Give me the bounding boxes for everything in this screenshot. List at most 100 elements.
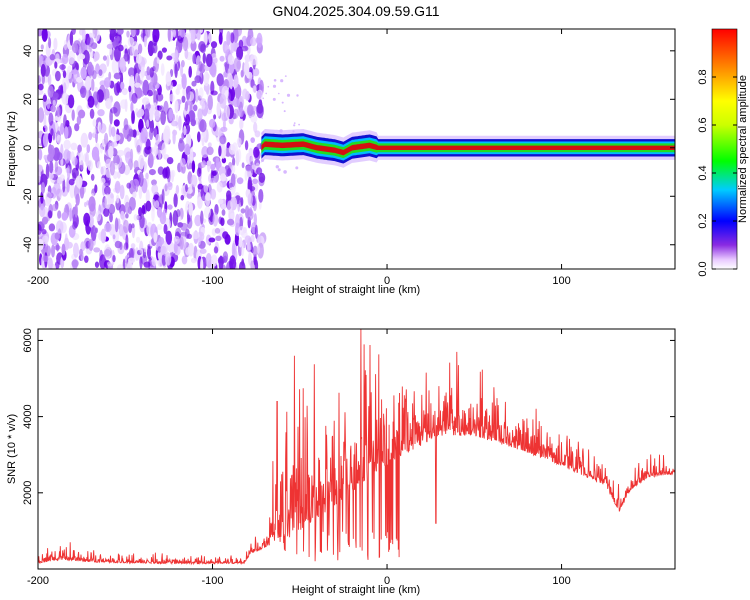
noise-blob bbox=[124, 201, 131, 214]
noise-blob bbox=[208, 237, 216, 243]
noise-blob bbox=[93, 55, 98, 62]
noise-blob bbox=[238, 225, 246, 236]
noise-blob bbox=[146, 29, 151, 38]
noise-blob bbox=[178, 115, 182, 131]
noise-blob bbox=[38, 75, 41, 84]
noise-blob bbox=[143, 35, 147, 48]
noise-blob bbox=[145, 172, 149, 180]
noise-blob bbox=[228, 182, 233, 188]
noise-blob bbox=[195, 88, 199, 103]
noise-blob bbox=[254, 259, 259, 269]
noise-blob bbox=[131, 110, 135, 124]
noise-blob bbox=[180, 158, 186, 168]
noise-blob bbox=[38, 224, 42, 235]
noise-blob bbox=[166, 157, 174, 165]
noise-blob bbox=[151, 184, 159, 195]
bottom-x-axis-label: Height of straight line (km) bbox=[292, 584, 420, 596]
noise-blob bbox=[179, 29, 186, 38]
noise-blob bbox=[247, 193, 253, 206]
noise-blob bbox=[147, 152, 154, 169]
noise-blob bbox=[80, 85, 87, 98]
bottom-x-tick-label: 100 bbox=[552, 575, 570, 587]
noise-blob bbox=[138, 171, 144, 187]
noise-blob bbox=[228, 117, 234, 125]
noise-blob bbox=[84, 75, 92, 92]
noise-blob bbox=[243, 60, 250, 76]
noise-blob bbox=[120, 81, 125, 90]
bottom-y-axis-label: SNR (10 * v/v) bbox=[6, 414, 18, 484]
noise-blob bbox=[103, 77, 111, 88]
noise-blob bbox=[67, 94, 75, 109]
noise-blob bbox=[231, 242, 236, 258]
noise-blob bbox=[149, 67, 154, 78]
noise-blob bbox=[210, 177, 216, 184]
noise-blob bbox=[190, 29, 196, 42]
noise-blob bbox=[219, 135, 227, 145]
noise-blob bbox=[145, 189, 150, 204]
noise-blob bbox=[199, 248, 207, 254]
noise-blob bbox=[226, 168, 232, 177]
colorbar-tick-label: 0.8 bbox=[697, 69, 709, 84]
noise-blob bbox=[48, 223, 56, 232]
noise-blob bbox=[116, 264, 124, 269]
noise-blob bbox=[240, 118, 244, 129]
noise-blob bbox=[152, 29, 160, 43]
noise-blob bbox=[54, 232, 60, 240]
noise-blob bbox=[113, 82, 120, 96]
noise-blob bbox=[238, 39, 244, 49]
noise-blob bbox=[56, 152, 63, 161]
noise-blob bbox=[211, 53, 217, 60]
noise-blob bbox=[114, 240, 122, 249]
noise-blob bbox=[131, 41, 139, 57]
noise-blob bbox=[146, 73, 151, 81]
top-x-tick-label: -200 bbox=[27, 275, 49, 287]
noise-blob bbox=[56, 134, 62, 144]
noise-blob bbox=[206, 146, 214, 156]
noise-blob bbox=[181, 255, 188, 265]
noise-blob bbox=[233, 108, 239, 119]
noise-blob bbox=[249, 54, 258, 66]
noise-blob bbox=[86, 36, 94, 47]
noise-blob bbox=[51, 244, 55, 258]
noise-blob bbox=[68, 178, 75, 186]
noise-blob bbox=[232, 157, 236, 167]
top-x-tick-label: -100 bbox=[202, 275, 224, 287]
noise-blob bbox=[66, 177, 70, 193]
noise-blob bbox=[226, 31, 231, 46]
noise-blob bbox=[151, 179, 157, 186]
noise-blob bbox=[247, 176, 253, 191]
noise-blob bbox=[72, 221, 78, 230]
noise-blob bbox=[256, 244, 260, 254]
bottom-x-tick-label: -100 bbox=[202, 575, 224, 587]
noise-blob bbox=[227, 218, 235, 226]
noise-blob bbox=[38, 83, 44, 91]
noise-blob bbox=[62, 70, 67, 79]
noise-blob bbox=[231, 164, 236, 174]
noise-blob bbox=[84, 44, 90, 50]
noise-dot bbox=[272, 97, 276, 101]
noise-blob bbox=[188, 201, 194, 216]
noise-blob bbox=[102, 55, 107, 61]
noise-blob bbox=[160, 110, 167, 125]
noise-blob bbox=[216, 73, 224, 87]
noise-blob bbox=[167, 181, 173, 191]
noise-blob bbox=[45, 163, 50, 179]
noise-blob bbox=[173, 241, 178, 254]
top-plot-frame bbox=[37, 28, 676, 270]
noise-blob bbox=[69, 208, 73, 222]
noise-blob bbox=[110, 193, 114, 199]
noise-dot bbox=[273, 79, 277, 82]
noise-blob bbox=[161, 142, 167, 157]
noise-blob bbox=[126, 30, 130, 38]
noise-blob bbox=[53, 92, 59, 100]
noise-blob bbox=[250, 114, 258, 123]
noise-blob bbox=[63, 39, 68, 51]
noise-blob bbox=[71, 259, 79, 268]
noise-blob bbox=[167, 29, 171, 42]
noise-blob bbox=[135, 236, 141, 243]
noise-blob bbox=[43, 113, 47, 129]
noise-blob bbox=[181, 73, 187, 90]
colorbar-tick-label: 0.4 bbox=[697, 165, 709, 180]
noise-blob bbox=[198, 61, 203, 72]
noise-blob bbox=[87, 61, 93, 76]
